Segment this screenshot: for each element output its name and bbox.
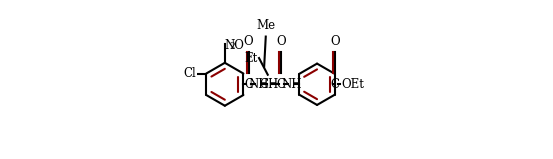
Text: O: O (244, 35, 253, 48)
Text: NH: NH (281, 78, 302, 91)
Text: O: O (331, 35, 340, 48)
Text: Cl: Cl (183, 67, 196, 80)
Text: NO: NO (224, 39, 244, 52)
Text: C: C (244, 78, 253, 91)
Text: CH: CH (260, 78, 279, 91)
Text: 2: 2 (229, 42, 235, 51)
Text: Et: Et (244, 52, 257, 65)
Text: O: O (276, 35, 286, 48)
Text: C: C (276, 78, 286, 91)
Text: C: C (331, 78, 340, 91)
Text: OEt: OEt (342, 78, 364, 91)
Text: NH: NH (248, 78, 268, 91)
Text: Me: Me (256, 19, 275, 32)
